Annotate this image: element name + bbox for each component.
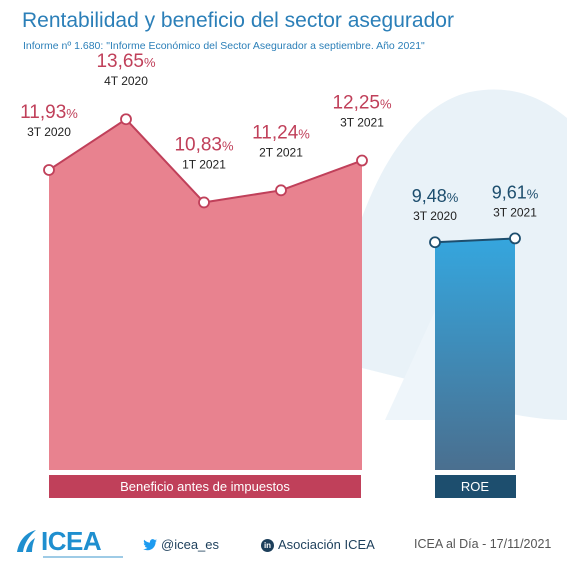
series-area: [49, 119, 362, 470]
data-label: 13,65%: [96, 51, 156, 72]
data-point: [120, 113, 132, 126]
beneficio-series: 11,93% 3T 2020 13,65% 4T 2020 10,83% 1T 2021 1…: [20, 51, 392, 470]
period-label: 4T 2020: [104, 74, 148, 88]
source-date: ICEA al Día - 17/11/2021: [414, 537, 552, 551]
data-value: 12,25: [332, 93, 380, 114]
beneficio-label-bar: [49, 475, 361, 498]
data-label: 9,48%: [412, 186, 459, 206]
period-label: 1T 2021: [182, 157, 226, 171]
twitter-icon: [143, 539, 157, 551]
twitter-handle: @icea_es: [161, 537, 220, 552]
data-unit: %: [447, 190, 459, 205]
data-value: 9,48: [412, 186, 447, 206]
data-point: [43, 164, 55, 176]
logo-tagline: [43, 556, 123, 558]
twitter-link[interactable]: @icea_es: [143, 537, 219, 552]
data-unit: %: [380, 97, 392, 112]
roe-label: ROE: [461, 479, 490, 494]
data-label: 11,93%: [20, 102, 78, 123]
period-label: 3T 2020: [413, 209, 457, 223]
data-value: 10,83: [174, 134, 222, 155]
data-point: [198, 196, 210, 209]
period-label: 3T 2021: [493, 205, 537, 219]
data-value: 9,61: [492, 182, 527, 202]
series-area: [435, 238, 515, 470]
page-subtitle: Informe nº 1.680: "Informe Económico del…: [23, 40, 425, 52]
beneficio-label: Beneficio antes de impuestos: [120, 479, 290, 494]
roe-label-bar: [435, 475, 516, 498]
data-unit: %: [222, 138, 234, 153]
data-point: [509, 232, 521, 245]
data-label: 10,83%: [174, 134, 234, 155]
data-point: [429, 236, 441, 249]
data-label: 11,24%: [252, 122, 310, 143]
icea-logo-mark: [17, 530, 36, 552]
icea-logo-text: ICEA: [41, 526, 102, 556]
footer: ICEA @icea_es in Asociación ICEA ICEA al …: [0, 515, 567, 567]
series-line: [434, 237, 516, 244]
data-unit: %: [144, 55, 156, 70]
linkedin-label: Asociación ICEA: [278, 537, 375, 552]
linkedin-icon: in: [261, 539, 274, 552]
data-unit: %: [527, 186, 539, 201]
period-label: 3T 2020: [27, 125, 71, 139]
data-label: 9,61%: [492, 182, 539, 202]
data-label: 12,25%: [332, 93, 392, 114]
data-value: 11,24: [252, 122, 299, 143]
data-value: 11,93: [20, 102, 66, 123]
data-value: 13,65: [96, 51, 144, 72]
period-label: 2T 2021: [259, 145, 303, 159]
data-point: [356, 154, 368, 167]
linkedin-link[interactable]: in Asociación ICEA: [261, 537, 375, 552]
data-unit: %: [298, 126, 310, 141]
page-title: Rentabilidad y beneficio del sector aseg…: [22, 9, 454, 32]
period-label: 3T 2021: [340, 116, 384, 130]
roe-series: 9,48% 3T 2020 9,61% 3T 2021: [412, 182, 539, 470]
data-point: [275, 184, 287, 197]
data-unit: %: [66, 106, 78, 121]
